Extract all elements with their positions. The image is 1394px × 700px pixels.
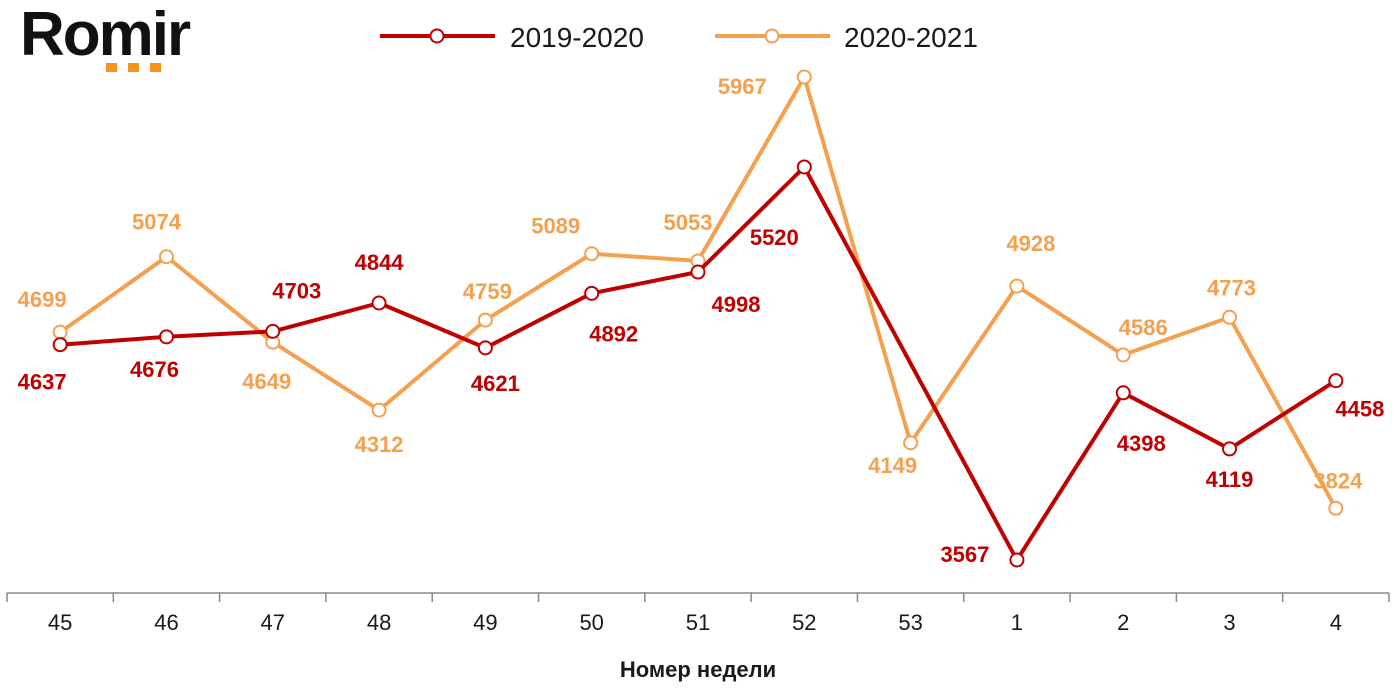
data-label: 4119	[1206, 467, 1254, 492]
series-layer	[52, 69, 1344, 568]
data-point	[371, 402, 387, 418]
x-tick-label: 49	[473, 610, 497, 635]
data-point	[52, 337, 68, 353]
data-point	[1009, 552, 1025, 568]
data-labels: 4699 5074 4649 4312 4759 5089 5053 5967 4149 4928…	[18, 74, 1385, 567]
data-label: 4998	[712, 292, 761, 317]
data-label: 4676	[130, 357, 179, 382]
data-point	[690, 264, 706, 280]
data-point	[1222, 309, 1238, 325]
data-label: 4699	[18, 287, 67, 312]
data-label: 5967	[718, 74, 767, 99]
data-point	[1328, 500, 1344, 516]
data-point	[158, 329, 174, 345]
logo-text: Romir	[20, 0, 191, 69]
x-tick-label: 53	[898, 610, 922, 635]
x-tick-label: 51	[686, 610, 710, 635]
x-tick-label: 50	[579, 610, 603, 635]
data-point	[52, 324, 68, 340]
data-point	[796, 159, 812, 175]
x-tick-label: 46	[154, 610, 178, 635]
data-label: 4312	[355, 432, 404, 457]
data-point	[371, 295, 387, 311]
data-label: 4398	[1117, 431, 1166, 456]
legend-marker	[764, 28, 780, 44]
data-label: 4586	[1119, 315, 1168, 340]
data-label: 3824	[1313, 468, 1363, 493]
legend-label: 2020-2021	[844, 22, 978, 53]
data-point	[1328, 373, 1344, 389]
logo-dot	[106, 63, 117, 72]
data-label: 5089	[531, 214, 580, 239]
x-tick-label: 3	[1223, 610, 1235, 635]
data-point	[1222, 441, 1238, 457]
data-label: 4892	[589, 321, 638, 346]
legend-item-2019-2020: 2019-2020	[380, 22, 644, 53]
data-label: 4759	[463, 279, 512, 304]
data-point	[265, 323, 281, 339]
romir-logo: Romir	[20, 0, 193, 72]
x-tick-label: 2	[1117, 610, 1129, 635]
x-tick-label: 52	[792, 610, 816, 635]
data-label: 3567	[940, 542, 989, 567]
data-label: 5520	[750, 225, 799, 250]
x-tick-label: 1	[1011, 610, 1023, 635]
data-label: 5053	[664, 210, 713, 235]
data-label: 4844	[355, 250, 405, 275]
x-tick-label: 47	[261, 610, 285, 635]
legend: 2019-2020 2020-2021	[380, 22, 978, 53]
data-label: 4458	[1335, 397, 1384, 422]
data-point	[584, 246, 600, 262]
logo-dot	[150, 63, 161, 72]
x-tick-label: 45	[48, 610, 72, 635]
data-label: 4637	[18, 370, 67, 395]
x-tick-label: 4	[1330, 610, 1342, 635]
data-point	[584, 285, 600, 301]
legend-item-2020-2021: 2020-2021	[715, 22, 978, 53]
data-point	[158, 249, 174, 265]
data-point	[796, 69, 812, 85]
data-label: 4703	[272, 278, 321, 303]
series-line-2019-2020	[60, 165, 1337, 562]
x-axis: 45 46 47 48 49 50 51 52 53 1 2 3 4	[6, 592, 1390, 635]
data-label: 5074	[132, 210, 182, 235]
legend-marker	[429, 28, 445, 44]
data-point	[477, 340, 493, 356]
data-point	[477, 312, 493, 328]
x-axis-title: Номер недели	[620, 657, 776, 682]
data-label: 4621	[471, 371, 520, 396]
data-label: 4649	[242, 369, 291, 394]
data-point	[1009, 278, 1025, 294]
data-point	[1115, 385, 1131, 401]
logo-dot	[128, 63, 139, 72]
data-point	[1115, 347, 1131, 363]
data-label: 4773	[1207, 275, 1256, 300]
data-point	[903, 435, 919, 451]
legend-label: 2019-2020	[510, 22, 644, 53]
x-tick-label: 48	[367, 610, 391, 635]
data-label: 4149	[868, 453, 917, 478]
data-label: 4928	[1006, 231, 1055, 256]
